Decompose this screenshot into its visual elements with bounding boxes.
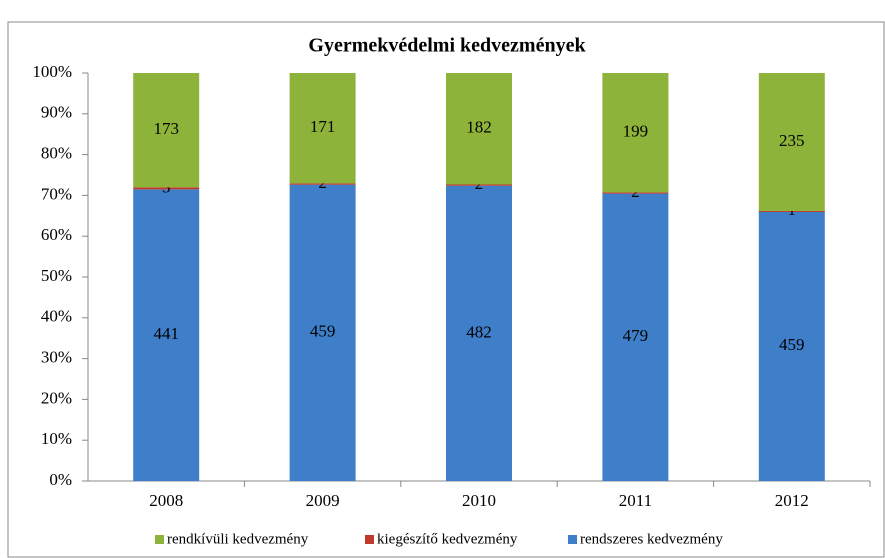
bar-segment (758, 73, 825, 211)
bar-segment (758, 211, 825, 481)
bar-segment (758, 210, 825, 212)
y-tick-label: 100% (32, 62, 72, 81)
data-label: 482 (466, 322, 492, 341)
bar-segment (602, 73, 669, 193)
data-label: 459 (779, 335, 805, 354)
data-label: 479 (623, 326, 649, 345)
data-label: 459 (310, 322, 336, 341)
bar-segment (446, 185, 512, 482)
data-label: 441 (153, 324, 179, 343)
x-tick-label: 2009 (306, 491, 340, 510)
data-label: 171 (310, 117, 336, 136)
bar-segment (133, 73, 200, 188)
data-label: 199 (623, 122, 649, 141)
data-label: 182 (466, 118, 492, 137)
bar-segment (133, 187, 200, 190)
bar-segment (446, 184, 512, 186)
x-tick-label: 2011 (619, 491, 652, 510)
legend-label: kiegészítő kedvezmény (377, 531, 518, 547)
y-tick-label: 30% (41, 348, 72, 367)
y-tick-label: 70% (41, 184, 72, 203)
y-tick-label: 10% (41, 429, 72, 448)
data-label: 235 (779, 131, 805, 150)
legend-label: rendszeres kedvezmény (580, 531, 723, 547)
legend-swatch (155, 535, 164, 544)
y-tick-label: 20% (41, 388, 72, 407)
x-tick-label: 2008 (149, 491, 183, 510)
bar-segment (289, 183, 356, 185)
bar-segment (289, 73, 356, 184)
bar-segment (133, 189, 200, 481)
legend-swatch (365, 535, 374, 544)
bar-segment (602, 192, 669, 194)
data-label: 173 (153, 119, 179, 138)
legend-label: rendkívüli kedvezmény (167, 531, 309, 547)
bar-segment (602, 193, 669, 481)
y-tick-label: 40% (41, 307, 72, 326)
y-tick-label: 50% (41, 266, 72, 285)
legend-swatch (568, 535, 577, 544)
x-tick-label: 2010 (462, 491, 496, 510)
chart-title: Gyermekvédelmi kedvezmények (308, 35, 586, 57)
bar-segment (446, 73, 512, 185)
y-tick-label: 90% (41, 103, 72, 122)
x-tick-label: 2012 (775, 491, 809, 510)
bar-segment (289, 184, 356, 482)
y-tick-label: 60% (41, 225, 72, 244)
y-tick-label: 80% (41, 144, 72, 163)
y-tick-label: 0% (49, 470, 72, 489)
